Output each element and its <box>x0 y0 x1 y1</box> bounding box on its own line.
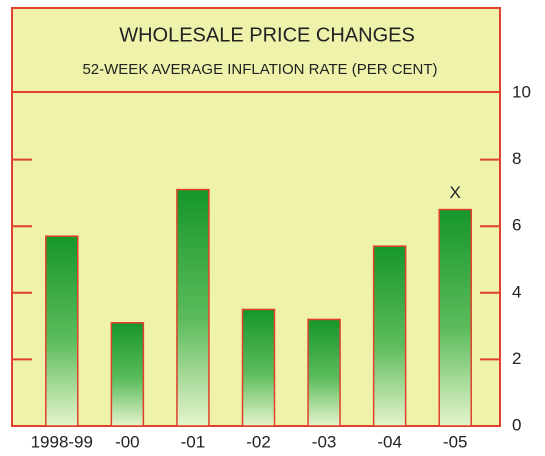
y-tick-label: 0 <box>512 415 521 434</box>
bar <box>372 245 407 427</box>
x-tick-label: 1998-99 <box>31 432 93 451</box>
x-tick-label: -01 <box>181 432 206 451</box>
annotation: X <box>450 183 461 202</box>
chart-title: WHOLESALE PRICE CHANGES <box>119 24 415 46</box>
y-tick-label: 2 <box>512 349 521 368</box>
x-tick-label: -05 <box>443 432 468 451</box>
y-tick-label: 4 <box>512 282 521 301</box>
bar <box>438 208 472 427</box>
bar <box>307 318 341 427</box>
bar <box>176 188 210 427</box>
x-tick-label: -00 <box>115 432 140 451</box>
bar <box>45 235 79 427</box>
x-tick-label: -04 <box>377 432 402 451</box>
x-tick-label: -03 <box>312 432 337 451</box>
bar <box>110 322 145 427</box>
y-tick-label: 8 <box>512 149 521 168</box>
y-tick-label: 6 <box>512 216 521 235</box>
chart-subtitle: 52-WEEK AVERAGE INFLATION RATE (PER CENT… <box>82 61 437 78</box>
y-tick-label: 10 <box>512 82 531 101</box>
bar <box>241 308 276 427</box>
x-tick-label: -02 <box>246 432 271 451</box>
